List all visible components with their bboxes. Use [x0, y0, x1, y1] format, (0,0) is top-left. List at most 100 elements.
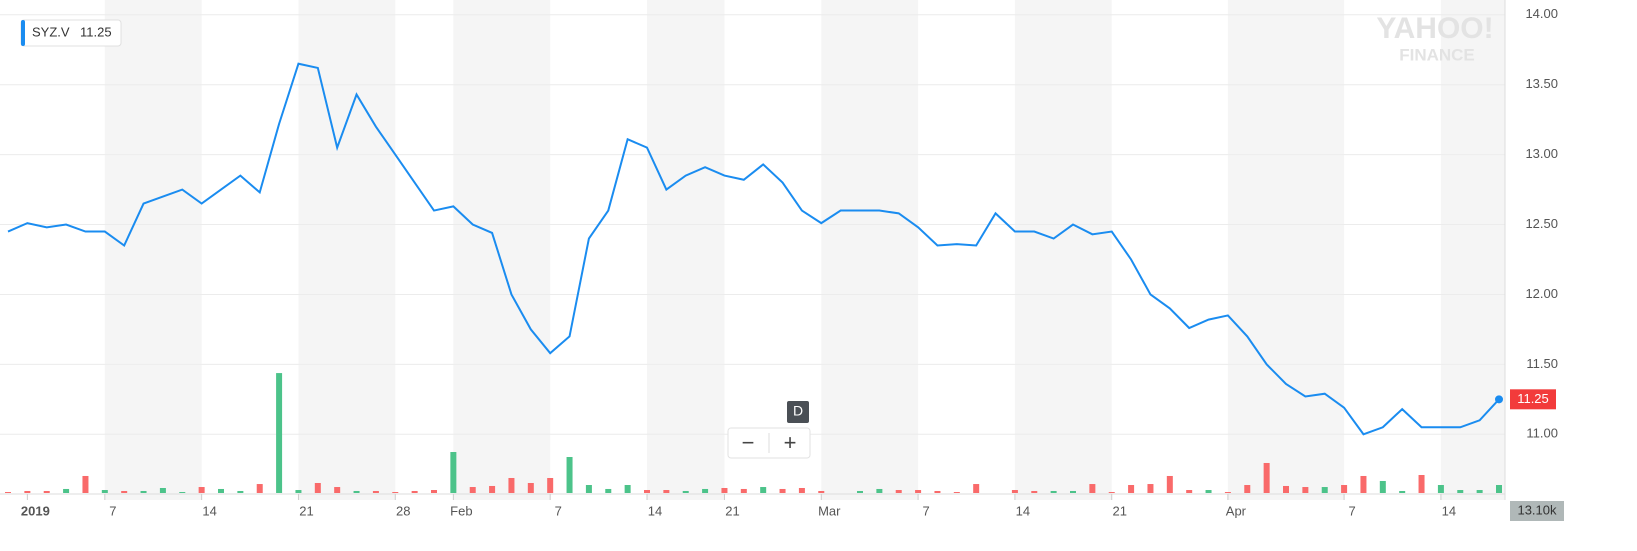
volume-bar [1070, 490, 1076, 493]
volume-bar [392, 492, 399, 493]
x-tick-label: 7 [109, 503, 116, 518]
y-tick-label: 12.00 [1525, 286, 1558, 301]
volume-bar [934, 490, 941, 493]
volume-bar [798, 487, 805, 493]
zoom-in[interactable]: + [784, 430, 797, 455]
x-tick-label: 2019 [21, 503, 50, 518]
x-tick-label: 21 [1112, 503, 1126, 518]
volume-bar [566, 457, 573, 493]
volume-bar [1186, 490, 1193, 493]
volume-bar [1031, 490, 1038, 493]
volume-bar [179, 492, 186, 493]
volume-bar [43, 490, 50, 493]
volume-bar [411, 490, 418, 493]
volume-bar [489, 485, 496, 493]
volume-bar [1457, 490, 1464, 493]
legend-value: 11.25 [80, 24, 112, 39]
volume-bar [973, 484, 980, 493]
volume-bar [1399, 490, 1406, 493]
x-tick-label: 7 [555, 503, 562, 518]
volume-bar [1418, 475, 1425, 493]
volume-bar [508, 477, 515, 493]
zoom-out[interactable]: − [742, 430, 755, 455]
volume-bar [1360, 475, 1367, 493]
y-tick-label: 11.00 [1526, 426, 1558, 441]
volume-bar [547, 477, 554, 493]
volume-bar [857, 490, 863, 493]
volume-bar [24, 490, 31, 493]
volume-bar [682, 490, 689, 493]
volume-bar [1379, 480, 1386, 493]
volume-bar [1108, 492, 1115, 493]
volume-bar [624, 485, 631, 493]
volume-bar [1437, 485, 1444, 493]
interval-button[interactable] [787, 401, 809, 423]
price-line [7, 62, 1500, 436]
y-tick-label: 14.00 [1525, 6, 1558, 21]
volume-bar [1283, 485, 1289, 493]
x-tick-label: 21 [299, 503, 313, 518]
volume-bar [527, 482, 534, 493]
week-band [1014, 0, 1112, 500]
volume-label-box [1510, 501, 1564, 521]
volume-bar [779, 488, 786, 493]
volume-bar [1476, 490, 1483, 493]
volume-bar [644, 490, 650, 493]
volume-bar [1011, 490, 1018, 493]
week-band [298, 0, 396, 500]
volume-bar [1321, 487, 1328, 493]
week-band [104, 0, 202, 500]
week-band [453, 0, 551, 500]
y-tick-label: 11.50 [1526, 356, 1558, 371]
week-band [647, 0, 725, 500]
volume-bar [585, 485, 592, 493]
volume-bar [605, 488, 612, 493]
x-tick-label: Apr [1226, 503, 1247, 518]
x-tick-label: 21 [725, 503, 739, 518]
volume-bar [702, 488, 709, 493]
y-tick-label: 13.50 [1525, 76, 1558, 91]
volume-bar [295, 490, 302, 493]
x-tick-label: 14 [1016, 503, 1030, 518]
volume-bar [721, 487, 728, 493]
volume-bar [818, 490, 825, 493]
volume-bar [1147, 484, 1154, 493]
volume-bar [237, 490, 244, 493]
volume-bar [1496, 485, 1502, 493]
volume-bar [1244, 485, 1251, 493]
volume-bar [431, 490, 437, 493]
y-tick-label: 12.50 [1525, 216, 1558, 231]
price-label: 11.25 [1517, 391, 1549, 406]
volume-bar [876, 488, 883, 493]
legend-name: SYZ.V [32, 24, 70, 39]
watermark: FINANCE [1399, 45, 1475, 64]
x-tick-label: 7 [1348, 503, 1355, 518]
volume-bar [1224, 492, 1231, 493]
last-point [1495, 395, 1503, 404]
price-label-box [1510, 389, 1556, 410]
volume-bar [1128, 485, 1135, 493]
week-band [1440, 0, 1505, 500]
x-tick-label: 14 [1442, 503, 1456, 518]
x-tick-label: 14 [648, 503, 662, 518]
volume-bar [101, 490, 108, 493]
x-tick-label: 7 [922, 503, 929, 518]
volume-bar [276, 373, 283, 493]
volume-bar [450, 452, 457, 493]
interval-label[interactable]: D [793, 403, 803, 419]
volume-bar [915, 490, 922, 493]
week-band [1227, 0, 1345, 500]
volume-bar [1263, 462, 1270, 493]
x-tick-label: 28 [396, 503, 410, 518]
volume-bar [82, 475, 89, 493]
x-tick-label: Feb [450, 503, 472, 518]
volume-bar [1205, 490, 1212, 493]
volume-bar [218, 488, 224, 493]
week-band [821, 0, 919, 500]
volume-bar [1166, 475, 1173, 493]
x-tick-label: 14 [202, 503, 216, 518]
volume-bar [1089, 484, 1096, 493]
volume-bar [198, 487, 205, 493]
volume-bar [1302, 487, 1309, 493]
